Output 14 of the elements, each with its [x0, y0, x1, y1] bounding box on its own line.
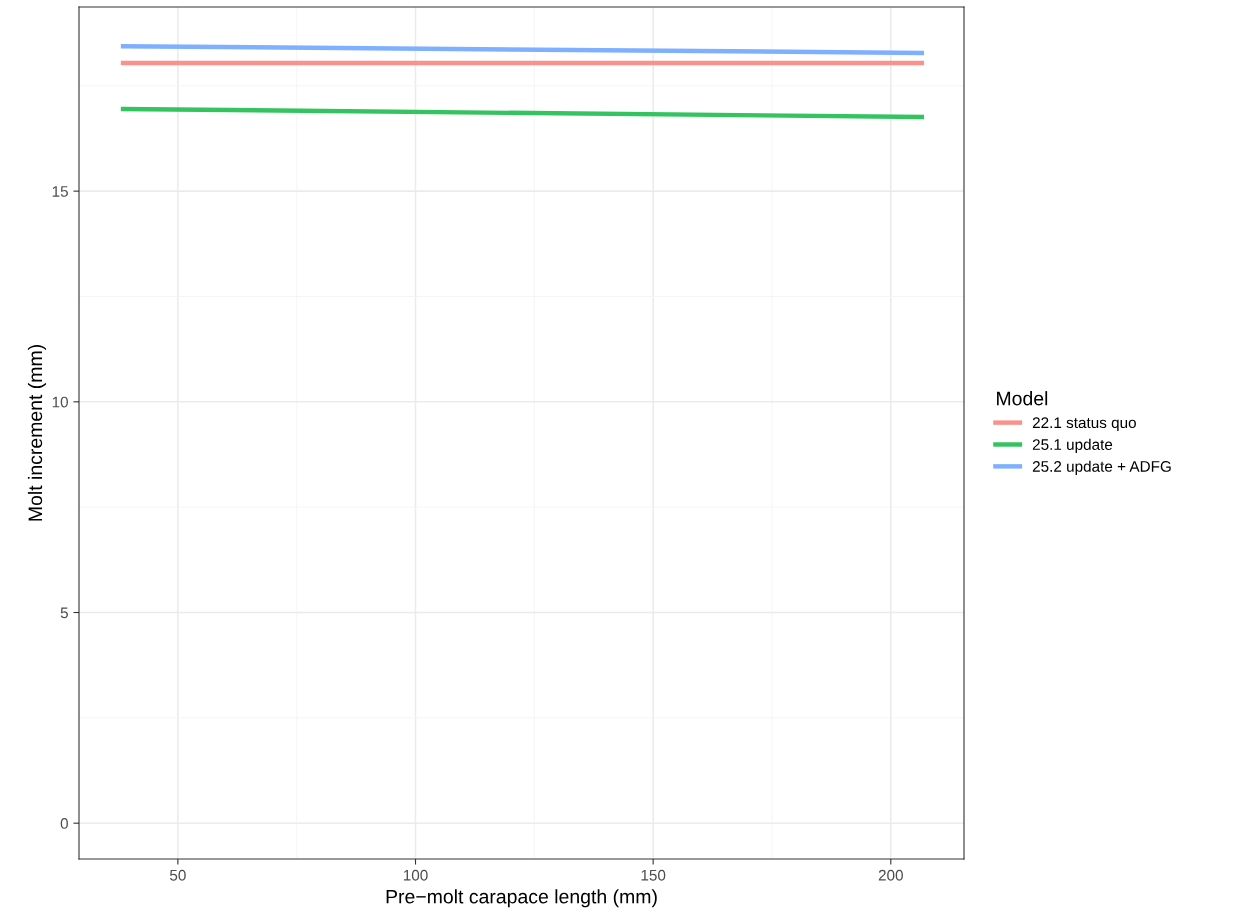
y-axis-title: Molt increment (mm) — [27, 345, 47, 521]
y-tick-label: 0 — [60, 818, 68, 829]
x-tick-label: 200 — [878, 869, 903, 881]
legend-label: 22.1 status quo — [1032, 417, 1136, 432]
x-tick-label: 100 — [403, 869, 428, 881]
x-tick-label: 150 — [641, 869, 666, 881]
y-tick-label: 5 — [60, 607, 68, 619]
y-tick-label: 15 — [52, 186, 68, 197]
legend-title: Model — [997, 391, 1048, 406]
x-axis-title: Pre−molt carapace length (mm) — [386, 889, 657, 908]
legend-label: 25.2 update + ADFG — [1032, 460, 1171, 475]
y-tick-label: 10 — [52, 396, 68, 408]
legend-label: 25.1 update — [1032, 438, 1113, 453]
x-tick-label: 50 — [169, 869, 186, 881]
